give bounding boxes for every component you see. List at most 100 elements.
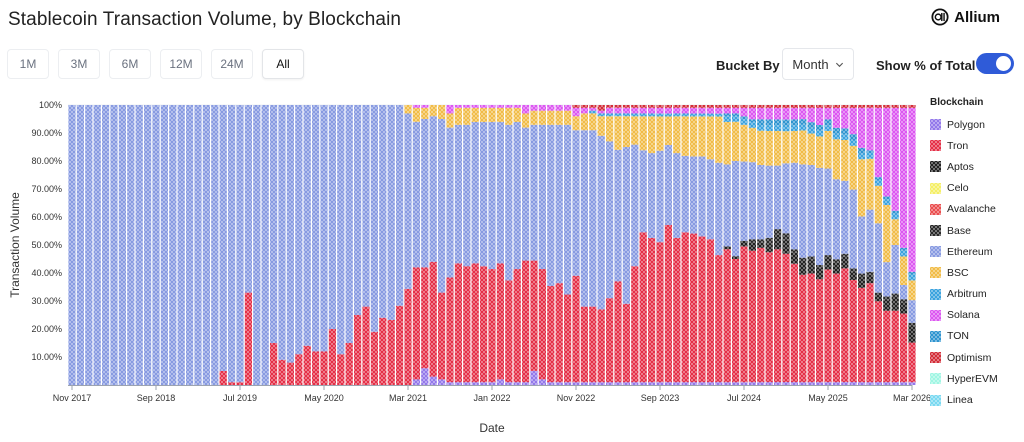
bar-bsc bbox=[799, 130, 807, 165]
legend-item-tron[interactable]: Tron bbox=[930, 135, 998, 156]
bar-ethereum bbox=[488, 121, 496, 270]
bar-ethereum bbox=[370, 105, 379, 332]
bar-optimism bbox=[765, 105, 773, 108]
bar-polygon bbox=[454, 382, 463, 385]
range-12m-button[interactable]: 12M bbox=[160, 49, 202, 79]
bar-optimism bbox=[799, 105, 807, 108]
bar-bsc bbox=[505, 107, 513, 125]
bar-tron bbox=[647, 237, 656, 383]
bar-ethereum bbox=[311, 105, 320, 352]
bar-optimism bbox=[849, 105, 857, 108]
bar-tron bbox=[765, 252, 773, 383]
y-axis-title: Transaction Volume bbox=[8, 192, 22, 298]
bar-solana bbox=[908, 107, 916, 272]
bar-optimism bbox=[883, 105, 891, 108]
legend-item-avalanche[interactable]: Avalanche bbox=[930, 199, 998, 220]
bar-bsc bbox=[866, 158, 874, 210]
legend-item-bsc[interactable]: BSC bbox=[930, 262, 998, 283]
legend-item-polygon[interactable]: Polygon bbox=[930, 114, 998, 135]
range-3m-button[interactable]: 3M bbox=[58, 49, 100, 79]
bar-tron bbox=[488, 269, 496, 383]
bar-ethereum bbox=[748, 162, 757, 240]
bar-ethereum bbox=[345, 105, 353, 343]
bar-polygon bbox=[656, 382, 664, 385]
bar-tron bbox=[689, 233, 698, 383]
bar-tron bbox=[790, 263, 799, 383]
bar-base bbox=[883, 296, 891, 300]
bar-bsc bbox=[446, 113, 454, 128]
bar-ethereum bbox=[118, 105, 127, 385]
bar-ethereum bbox=[412, 121, 421, 268]
bar-polygon bbox=[521, 382, 530, 385]
bar-tron bbox=[303, 345, 311, 385]
legend-item-base[interactable]: Base bbox=[930, 220, 998, 241]
bar-ethereum bbox=[295, 105, 303, 355]
bar-arbitrum bbox=[866, 153, 874, 159]
bar-arbitrum bbox=[673, 113, 681, 117]
brand-logo: Allium bbox=[931, 8, 1000, 26]
bar-bsc bbox=[521, 113, 530, 128]
bar-solana bbox=[757, 107, 765, 120]
legend-item-arbitrum[interactable]: Arbitrum bbox=[930, 284, 998, 305]
bar-bsc bbox=[731, 121, 740, 161]
bar-base bbox=[782, 233, 790, 240]
bar-ton bbox=[824, 119, 832, 126]
bar-tron bbox=[698, 236, 706, 383]
bar-bsc bbox=[496, 107, 505, 122]
bar-tron bbox=[589, 306, 597, 383]
bar-ethereum bbox=[152, 105, 160, 385]
bar-tron bbox=[479, 266, 488, 383]
show-pct-toggle[interactable] bbox=[976, 53, 1014, 74]
legend-item-optimism[interactable]: Optimism bbox=[930, 347, 998, 368]
bar-solana bbox=[513, 105, 521, 108]
legend-item-linea[interactable]: Linea bbox=[930, 389, 998, 410]
bar-ethereum bbox=[278, 105, 286, 360]
range-24m-button[interactable]: 24M bbox=[211, 49, 253, 79]
bar-bsc bbox=[740, 124, 748, 162]
legend-item-solana[interactable]: Solana bbox=[930, 305, 998, 326]
bar-optimism bbox=[790, 105, 799, 108]
bar-polygon bbox=[412, 379, 421, 385]
legend-item-ton[interactable]: TON bbox=[930, 326, 998, 347]
bar-tron bbox=[715, 255, 723, 383]
bar-arbitrum bbox=[639, 113, 647, 117]
bar-bsc bbox=[664, 116, 673, 145]
bucket-by-select[interactable]: Month bbox=[782, 48, 854, 80]
bar-ethereum bbox=[320, 105, 328, 352]
bar-ethereum bbox=[673, 153, 681, 238]
range-1m-button[interactable]: 1M bbox=[7, 49, 49, 79]
bar-ethereum bbox=[219, 105, 227, 371]
bar-solana bbox=[874, 107, 883, 178]
legend-item-aptos[interactable]: Aptos bbox=[930, 156, 998, 177]
legend-item-ethereum[interactable]: Ethereum bbox=[930, 241, 998, 262]
bar-bsc bbox=[698, 116, 706, 157]
bar-arbitrum bbox=[698, 113, 706, 117]
legend-label: Optimism bbox=[947, 351, 992, 364]
x-tick-label: Nov 2022 bbox=[557, 393, 596, 403]
bar-solana bbox=[639, 107, 647, 114]
bar-polygon bbox=[908, 382, 916, 385]
range-6m-button[interactable]: 6M bbox=[109, 49, 151, 79]
legend-item-hyperevm[interactable]: HyperEVM bbox=[930, 368, 998, 389]
bar-tron bbox=[412, 267, 421, 380]
bar-solana bbox=[799, 107, 807, 120]
bar-aptos bbox=[773, 234, 782, 250]
bar-polygon bbox=[572, 382, 580, 385]
bar-tron bbox=[572, 275, 580, 383]
bar-bsc bbox=[589, 113, 597, 131]
legend-item-celo[interactable]: Celo bbox=[930, 178, 998, 199]
bar-tron bbox=[723, 249, 731, 383]
bar-aptos bbox=[740, 240, 748, 247]
bar-ethereum bbox=[824, 168, 832, 256]
range-all-button[interactable]: All bbox=[262, 49, 304, 79]
bar-arbitrum bbox=[664, 113, 673, 117]
bar-optimism bbox=[748, 105, 757, 108]
bar-bsc bbox=[614, 116, 622, 150]
legend-swatch bbox=[930, 119, 941, 131]
bar-polygon bbox=[437, 379, 446, 385]
legend-label: Ethereum bbox=[947, 245, 993, 258]
bar-bsc bbox=[773, 130, 782, 166]
bar-solana bbox=[715, 107, 723, 114]
bar-polygon bbox=[471, 382, 479, 385]
bar-bsc bbox=[471, 107, 479, 122]
